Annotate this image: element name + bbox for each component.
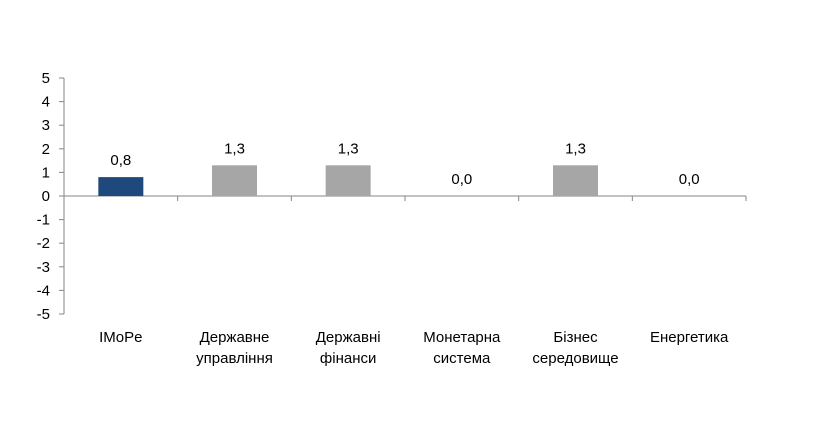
- category-labels: IMoPe Державне управління Державні фінанси Мо…: [99, 329, 729, 367]
- x-category-label: Монетарна система: [423, 329, 501, 367]
- data-labels: 0,8 1,3 1,3 0,0 1,3 0,0: [110, 140, 699, 188]
- x-category-label: Державні фінанси: [316, 329, 381, 367]
- y-tick-label: -5: [37, 306, 50, 323]
- y-tick-label: 5: [42, 70, 50, 87]
- bars: [98, 165, 598, 196]
- y-tick-label: 3: [42, 117, 50, 134]
- y-tick-label: -1: [37, 212, 50, 229]
- y-tick-label: 2: [42, 141, 50, 158]
- data-label: 1,3: [224, 140, 245, 157]
- y-axis: 5 4 3 2 1 0 -1 -2 -3 -4 -5: [37, 70, 65, 323]
- bar: [553, 165, 598, 196]
- x-category-label: Бізнес середовище: [532, 329, 618, 367]
- y-tick-label: -2: [37, 235, 50, 252]
- y-tick-label: -4: [37, 282, 50, 299]
- bar: [325, 165, 371, 196]
- bar: [98, 177, 144, 196]
- x-axis: [63, 195, 747, 201]
- bar: [212, 165, 257, 196]
- x-category-label: Енергетика: [650, 329, 729, 346]
- data-label: 1,3: [338, 140, 359, 157]
- data-label: 0,8: [110, 152, 131, 169]
- y-tick-label: 0: [42, 188, 50, 205]
- data-label: 1,3: [565, 140, 586, 157]
- y-tick-label: -3: [37, 259, 50, 276]
- data-label: 0,0: [451, 171, 472, 188]
- x-category-label: IMoPe: [99, 329, 142, 346]
- y-tick-label: 1: [42, 164, 50, 181]
- x-category-label: Державне управління: [196, 329, 273, 367]
- y-tick-label: 4: [42, 94, 50, 111]
- data-label: 0,0: [679, 171, 700, 188]
